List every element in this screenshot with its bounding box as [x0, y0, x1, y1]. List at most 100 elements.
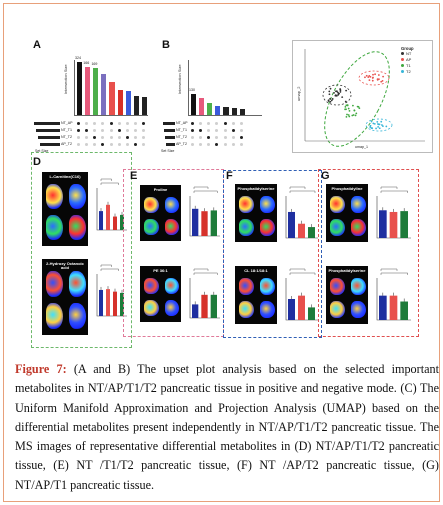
upset-a-matrix-dot [142, 122, 146, 125]
upset-a-matrix-dot [109, 129, 113, 132]
umap-legend-swatch [401, 58, 404, 61]
upset-a-matrix-dot [76, 122, 80, 125]
upset-b-matrix-dot [207, 136, 211, 139]
upset-b-set-label: NT_T2 [176, 135, 187, 139]
upset-a-matrix-dot [134, 136, 138, 139]
upset-a-matrix-dot [125, 122, 129, 125]
umap-point [347, 107, 350, 110]
upset-b-matrix-dot [190, 122, 194, 125]
upset-a-matrix-dot [101, 143, 105, 146]
upset-a-set-label: NT_T1 [61, 128, 72, 132]
umap-point [333, 92, 335, 94]
upset-b-set-labels: NT_AP NT_T1 NT_T2 AP_T2 [175, 120, 188, 148]
mini-chart-axis [285, 278, 318, 321]
ms-title-g2: Phosphatidylserine [328, 268, 366, 273]
upset-a-matrix-dot [93, 136, 97, 139]
mini-chart-bar [99, 211, 103, 230]
ms-image-g1: Phosphatidyline [326, 184, 368, 242]
mini-chart-axis [285, 196, 318, 239]
umap-point [347, 114, 350, 116]
upset-a-matrix-dot [109, 143, 113, 146]
ms-tissue-spot [46, 184, 63, 209]
ms-title-f2: CL 18:1/18:1 [244, 268, 268, 273]
umap-point [356, 105, 359, 108]
upset-b-bar [239, 108, 246, 115]
upset-a-matrix-dot [109, 122, 113, 125]
upset-a-bar [101, 73, 107, 115]
upset-a-set-label: NT_AP [61, 121, 73, 125]
panel-d-letter: D [33, 156, 41, 168]
upset-b-matrix-dot [198, 122, 202, 125]
umap-legend-swatch [401, 70, 404, 73]
mini-chart-significance-bracket [100, 264, 112, 267]
caption-text: (A and B) The upset plot analysis based … [15, 362, 439, 492]
upset-a-matrix-dot [117, 143, 121, 146]
ms-tissue-spot [46, 215, 63, 240]
upset-a-matrix-dot [84, 143, 88, 146]
upset-a-set-bar [34, 122, 60, 125]
upset-b-matrix-dot [207, 143, 211, 146]
upset-a-matrix [74, 120, 148, 148]
upset-a-ylabel: Intersection Size [63, 64, 68, 94]
upset-a-set-bar [38, 136, 60, 139]
upset-a-bar [142, 96, 148, 115]
umap-point [364, 76, 366, 79]
mini-chart-significance-bracket [380, 190, 408, 193]
mini-chart-axis [189, 278, 220, 319]
umap-point [372, 76, 374, 79]
upset-b-matrix-dot [190, 143, 194, 146]
umap-point [328, 93, 331, 96]
upset-b-set-label: AP_T2 [176, 142, 187, 146]
umap-point [341, 96, 344, 99]
upset-a-matrix-dot [101, 129, 105, 132]
ms-tissue-spot [260, 301, 275, 318]
umap-point [358, 107, 361, 110]
mini-chart-bar [389, 295, 398, 320]
upset-b-matrix-dot [223, 122, 227, 125]
mini-chart-bar [192, 208, 199, 236]
mini-chart-bar [298, 223, 305, 238]
ms-title-e2: PE 36:1 [153, 268, 168, 273]
upset-plot-a: Intersection Size 324 166 169 NT_AP NT_T1 NT… [32, 56, 150, 154]
upset-a-matrix-dot [76, 143, 80, 146]
ms-tissue-spot [239, 278, 254, 295]
umap-point [371, 79, 374, 82]
mini-chart-bar [389, 211, 398, 238]
umap-point [346, 113, 348, 116]
upset-b-set-bar [166, 143, 175, 146]
figure-caption: Figure 7: (A and B) The upset plot analy… [15, 360, 439, 495]
upset-a-matrix-dot [117, 122, 121, 125]
upset-a-matrix-dot [101, 122, 105, 125]
upset-a-matrix-dot [117, 136, 121, 139]
ms-tissue-spot [144, 197, 159, 213]
upset-b-matrix-dot [223, 129, 227, 132]
umap-ellipse-nt [322, 84, 352, 106]
upset-plot-b: Intersection Size 130 NT_AP NT_T1 NT_T2 AP_… [161, 56, 279, 154]
umap-point [380, 80, 383, 83]
upset-a-bar-label: 324 [75, 55, 81, 60]
umap-point [352, 114, 355, 116]
ms-tissue-spot [46, 271, 63, 297]
ms-tissue-spot [46, 303, 63, 329]
mini-chart-bar [201, 211, 208, 236]
upset-b-matrix-dot [207, 122, 211, 125]
ms-tissue-spot [351, 196, 366, 213]
ms-tissue-spot [260, 219, 275, 236]
umap-point [335, 90, 338, 93]
umap-point [385, 125, 388, 128]
upset-b-matrix-dot [190, 136, 194, 139]
umap-legend-title: Group [401, 46, 414, 51]
upset-b-top-labels: 130 [188, 56, 262, 92]
mini-chart-significance-bracket [193, 190, 218, 193]
ms-image-e1: Proline [140, 185, 181, 241]
upset-a-set-labels: NT_AP NT_T1 NT_T2 AP_T2 [60, 120, 74, 148]
umap-point [331, 98, 334, 100]
upset-a-bar [84, 67, 90, 115]
bar-chart-d1 [89, 176, 129, 238]
mini-chart-significance-bracket [100, 268, 119, 271]
bar-chart-f1 [278, 184, 320, 246]
mini-chart-significance-bracket [289, 186, 306, 189]
upset-b-matrix-dot [198, 129, 202, 132]
umap-point [339, 89, 342, 92]
umap-point [374, 73, 376, 76]
